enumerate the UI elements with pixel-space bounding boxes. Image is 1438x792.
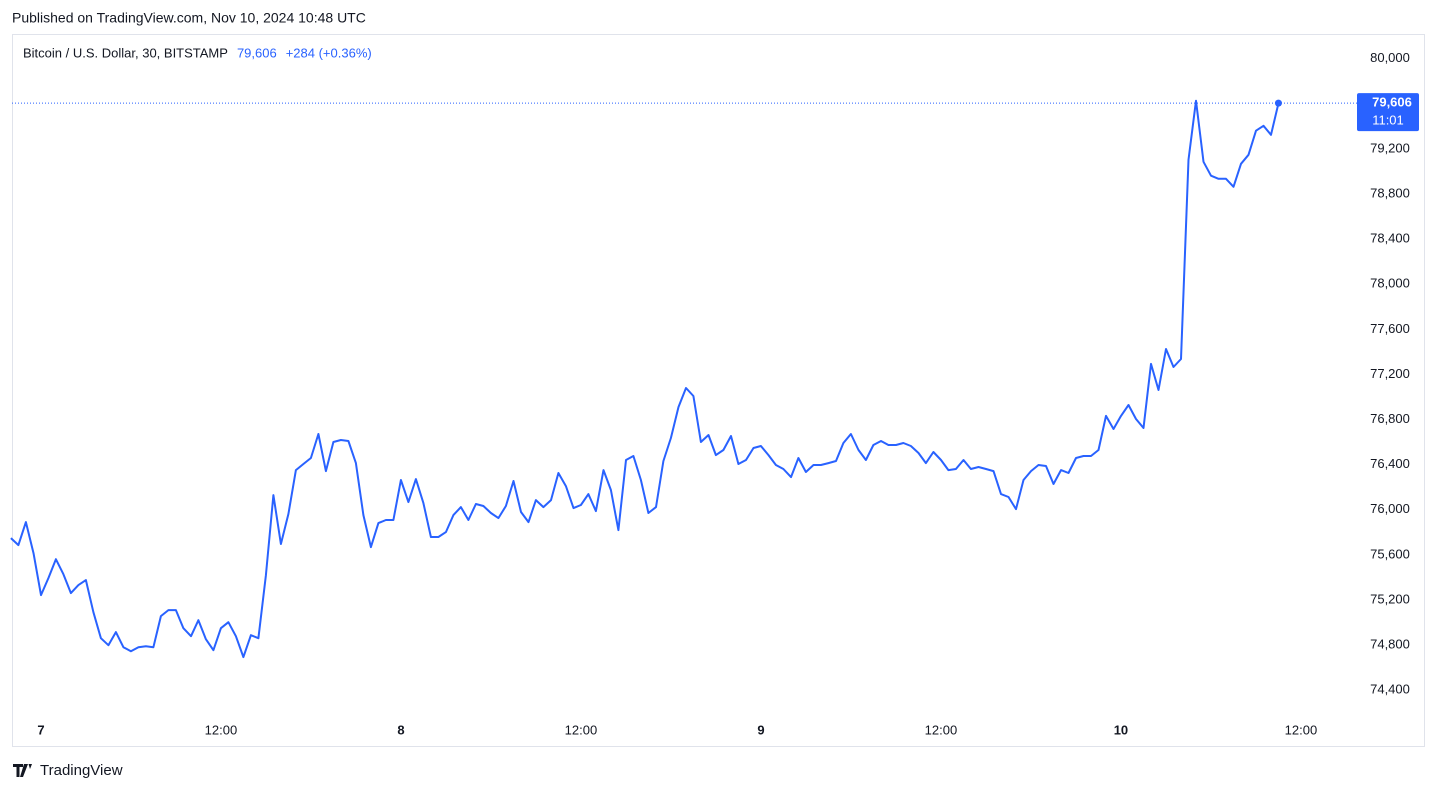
y-tick-label: 78,800 — [1370, 185, 1410, 200]
x-tick-label: 10 — [1114, 722, 1128, 737]
y-tick-label: 78,400 — [1370, 231, 1410, 246]
x-tick-label: 9 — [757, 722, 764, 737]
y-tick-label: 74,400 — [1370, 682, 1410, 697]
y-tick-label: 76,400 — [1370, 456, 1410, 471]
published-line: Published on TradingView.com, Nov 10, 20… — [12, 10, 366, 26]
price-tag — [1357, 93, 1419, 132]
last-point — [1274, 99, 1282, 107]
chart-title: Bitcoin / U.S. Dollar, 30, BITSTAMP — [23, 45, 228, 60]
x-tick-label: 12:00 — [1285, 722, 1318, 737]
logo-icon — [13, 764, 32, 777]
legend-change: +284 (+0.36%) — [286, 45, 372, 60]
x-tick-label: 7 — [37, 722, 44, 737]
y-tick-label: 78,000 — [1370, 276, 1410, 291]
y-tick-label: 75,600 — [1370, 546, 1410, 561]
brand: TradingView — [40, 762, 123, 779]
legend-price: 79,606 — [237, 45, 277, 60]
y-tick-label: 80,000 — [1370, 50, 1410, 65]
y-tick-label: 76,000 — [1370, 501, 1410, 516]
y-tick-label: 77,200 — [1370, 366, 1410, 381]
y-tick-label: 76,800 — [1370, 411, 1410, 426]
x-tick-label: 8 — [397, 722, 404, 737]
countdown: 11:01 — [1372, 113, 1404, 128]
y-tick-label: 75,200 — [1370, 591, 1410, 606]
y-tick-label: 77,600 — [1370, 321, 1410, 336]
price-tag-label: 79,606 — [1372, 95, 1412, 110]
y-tick-label: 79,200 — [1370, 140, 1410, 155]
chart-frame — [12, 34, 1425, 747]
price-line — [10, 99, 1280, 659]
x-tick-label: 12:00 — [925, 722, 958, 737]
x-tick-label: 12:00 — [205, 722, 238, 737]
x-tick-label: 12:00 — [565, 722, 598, 737]
logo: TradingView — [13, 762, 123, 779]
y-tick-label: 74,800 — [1370, 637, 1410, 652]
